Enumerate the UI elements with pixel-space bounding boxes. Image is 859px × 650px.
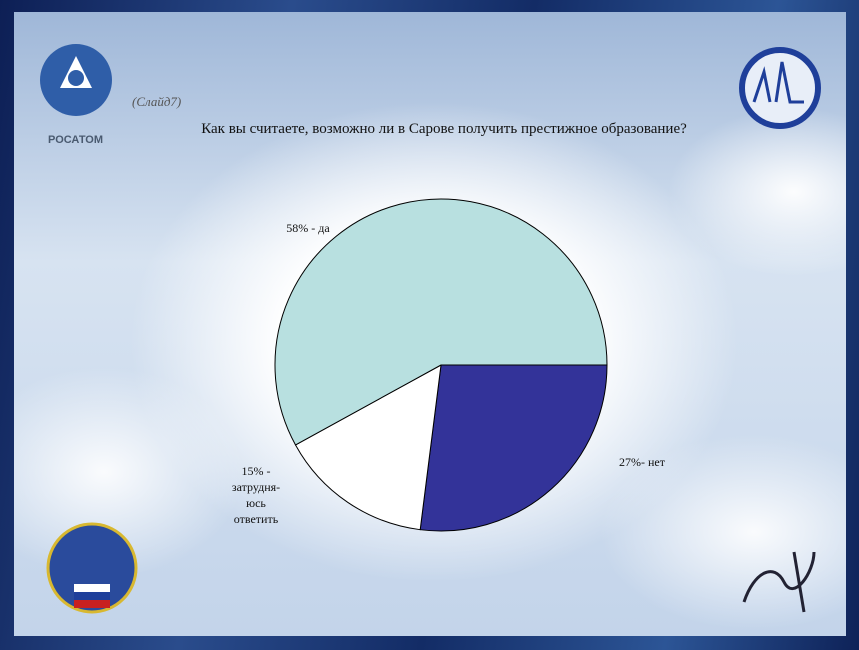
sarov-mark xyxy=(752,61,804,104)
value-label: 27%- нет xyxy=(619,455,665,469)
pie-slice xyxy=(274,198,608,446)
value-label: 15% - затрудня- юсь ответить xyxy=(231,464,281,526)
chart-title: Как вы считаете, возможно ли в Сарове по… xyxy=(201,121,687,137)
pie-slice xyxy=(419,364,608,532)
slide: (Слайд7) РОСАТОМ Как вы считаете, возмож… xyxy=(14,12,846,636)
decor xyxy=(40,44,821,614)
pie-slice xyxy=(294,364,442,531)
mifi-logo xyxy=(46,522,138,614)
value-label: 58% - да xyxy=(286,221,330,235)
slide-label: (Слайд7) xyxy=(132,94,182,109)
pie-chart xyxy=(274,198,608,532)
logo-text: РОСАТОМ xyxy=(48,134,103,146)
sarov-logo xyxy=(739,47,821,129)
sarfti-logo xyxy=(742,551,816,613)
rosatom-core xyxy=(68,70,84,86)
flag-blue xyxy=(74,592,110,600)
flag-white xyxy=(74,584,110,592)
flag-red xyxy=(74,600,110,608)
